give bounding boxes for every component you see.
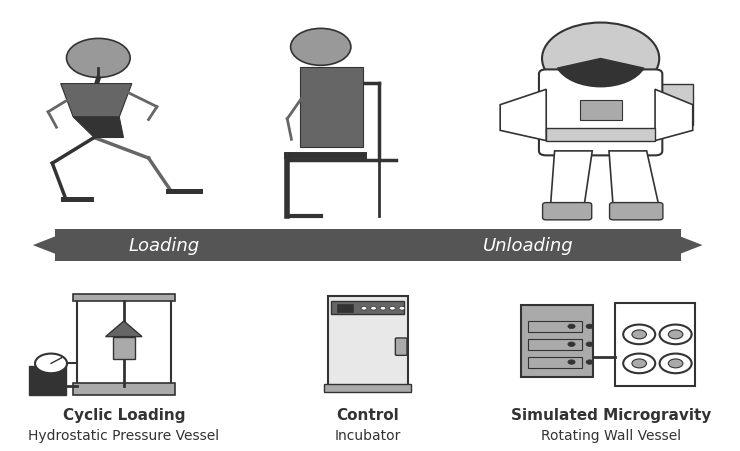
Polygon shape — [662, 230, 702, 261]
Circle shape — [659, 325, 692, 345]
Circle shape — [568, 360, 575, 364]
Circle shape — [568, 324, 575, 329]
Wedge shape — [557, 60, 644, 87]
FancyBboxPatch shape — [73, 384, 175, 395]
FancyBboxPatch shape — [328, 297, 408, 386]
Circle shape — [632, 359, 647, 368]
Text: Incubator: Incubator — [334, 428, 401, 442]
Polygon shape — [73, 118, 124, 138]
FancyBboxPatch shape — [337, 304, 353, 313]
FancyBboxPatch shape — [539, 70, 662, 156]
Circle shape — [399, 307, 405, 310]
FancyBboxPatch shape — [528, 321, 582, 332]
Polygon shape — [609, 152, 659, 208]
Circle shape — [632, 330, 647, 339]
Circle shape — [668, 359, 683, 368]
FancyBboxPatch shape — [113, 337, 135, 359]
FancyBboxPatch shape — [542, 203, 592, 221]
FancyBboxPatch shape — [528, 339, 582, 350]
Text: Unloading: Unloading — [482, 237, 574, 254]
Circle shape — [542, 23, 659, 95]
Circle shape — [623, 325, 655, 345]
Text: Rotating Wall Vessel: Rotating Wall Vessel — [542, 428, 682, 442]
FancyBboxPatch shape — [520, 306, 593, 377]
FancyBboxPatch shape — [610, 203, 663, 221]
FancyBboxPatch shape — [76, 297, 171, 386]
FancyBboxPatch shape — [395, 338, 407, 355]
Circle shape — [586, 360, 593, 364]
Circle shape — [371, 307, 377, 310]
Text: Loading: Loading — [128, 237, 199, 254]
Circle shape — [380, 307, 386, 310]
Text: Control: Control — [336, 407, 399, 422]
Polygon shape — [106, 321, 142, 337]
FancyBboxPatch shape — [655, 85, 693, 126]
FancyBboxPatch shape — [546, 129, 655, 141]
FancyBboxPatch shape — [29, 366, 66, 395]
Polygon shape — [61, 84, 132, 118]
Circle shape — [361, 307, 367, 310]
FancyBboxPatch shape — [332, 301, 404, 315]
Polygon shape — [33, 230, 73, 261]
Polygon shape — [61, 197, 94, 202]
FancyBboxPatch shape — [528, 357, 582, 368]
Polygon shape — [655, 90, 693, 141]
FancyBboxPatch shape — [615, 304, 696, 386]
Text: Hydrostatic Pressure Vessel: Hydrostatic Pressure Vessel — [28, 428, 219, 442]
Circle shape — [291, 29, 351, 66]
Text: Cyclic Loading: Cyclic Loading — [63, 407, 185, 422]
Circle shape — [35, 354, 67, 373]
Circle shape — [668, 330, 683, 339]
Circle shape — [389, 307, 395, 310]
Text: Simulated Microgravity: Simulated Microgravity — [511, 407, 712, 422]
Polygon shape — [500, 90, 546, 141]
Polygon shape — [551, 152, 592, 208]
FancyBboxPatch shape — [73, 295, 175, 301]
FancyBboxPatch shape — [55, 230, 681, 261]
Circle shape — [568, 342, 575, 347]
Circle shape — [67, 39, 130, 78]
Polygon shape — [300, 68, 363, 147]
Circle shape — [586, 324, 593, 329]
Circle shape — [659, 354, 692, 373]
Polygon shape — [166, 189, 203, 194]
Circle shape — [586, 342, 593, 347]
FancyBboxPatch shape — [579, 100, 622, 121]
FancyBboxPatch shape — [324, 385, 411, 392]
Circle shape — [623, 354, 655, 373]
